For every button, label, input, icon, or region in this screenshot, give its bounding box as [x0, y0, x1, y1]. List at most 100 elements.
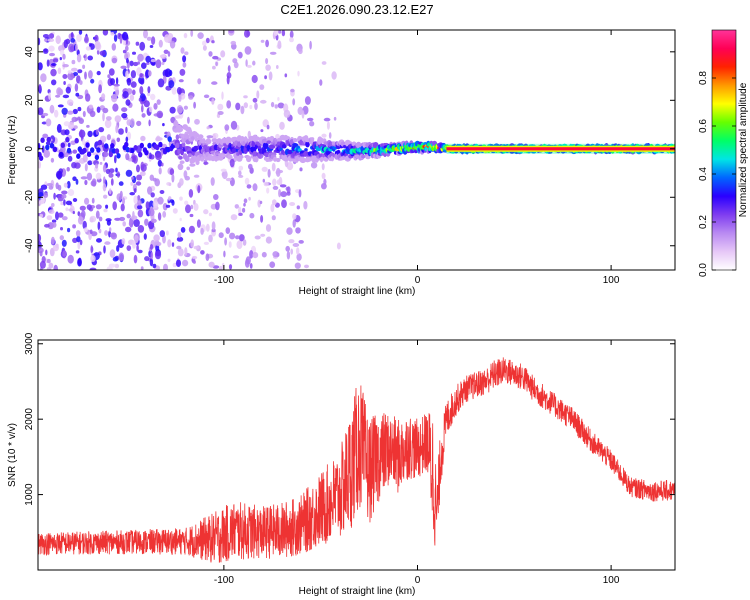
spectrogram-cell — [99, 50, 106, 56]
spectrogram-cell — [148, 119, 151, 127]
spectrogram-cell — [260, 233, 266, 237]
colorbar-tick-label: 0.2 — [698, 215, 709, 229]
spectrogram-cell — [136, 164, 140, 173]
spectrogram-cell — [187, 116, 190, 124]
spectrogram-cell — [119, 34, 123, 44]
spectrogram-cell — [188, 225, 195, 234]
spectrogram-cell — [259, 84, 265, 90]
spectrogram-cell — [87, 55, 93, 61]
spectrogram-cell — [211, 40, 215, 44]
spectrogram-cell — [303, 200, 308, 210]
spectrogram-cell — [297, 70, 300, 77]
colorbar-tick-label: 0.6 — [698, 119, 709, 133]
spectrogram-cell — [179, 68, 186, 76]
spectrogram-cell — [68, 43, 75, 53]
spectrogram-cell — [301, 110, 305, 119]
figure-title: C2E1.2026.090.23.12.E27 — [280, 2, 433, 17]
spectrogram-cell — [130, 155, 137, 163]
spectrogram-cell — [227, 65, 231, 73]
spectrogram-cell — [86, 151, 92, 157]
spectrogram-cell — [139, 73, 143, 78]
spectrogram-cell — [41, 145, 45, 153]
spectrogram-cell — [102, 112, 105, 122]
spectrogram-cell — [94, 154, 100, 161]
spectrogram-cell — [140, 135, 146, 142]
x-tick-label: 100 — [603, 575, 620, 586]
spectrogram-cell — [288, 239, 295, 244]
spectrogram-cell — [106, 219, 111, 226]
spectrogram-cell — [137, 195, 141, 202]
spectrogram-cell — [232, 58, 238, 64]
spectrogram-cell — [158, 141, 163, 148]
spectrogram-cell — [149, 106, 153, 113]
spectrogram-cell — [63, 152, 69, 158]
spectrogram-cell — [296, 205, 300, 210]
spectrogram-cell — [235, 235, 240, 240]
spectrogram-cell — [252, 150, 258, 158]
spectrogram-cell — [115, 124, 119, 134]
spectrogram-cell — [84, 179, 88, 186]
spectrogram-cell — [61, 107, 68, 115]
spectrogram-cell — [51, 219, 57, 223]
spectrogram-cell — [97, 221, 101, 231]
spectrogram-cell — [148, 200, 155, 210]
spectrogram-cell — [111, 57, 118, 64]
spectrogram-cell — [220, 168, 227, 172]
spectrogram-cell — [139, 41, 146, 51]
spectrogram-cell — [237, 51, 243, 59]
spectrogram-cell — [46, 136, 51, 143]
spectrogram-cell — [62, 94, 70, 99]
spectrogram-cell — [62, 250, 67, 257]
spectrogram-cell — [249, 212, 255, 219]
spectrogram-cell — [46, 183, 53, 187]
spectrogram-cell — [227, 154, 233, 160]
spectrogram-cell — [96, 147, 101, 153]
spectrogram-cell — [230, 120, 238, 130]
spectrogram-cell — [128, 221, 132, 227]
spectrogram-cell — [71, 59, 76, 65]
colorbar-frame — [711, 29, 737, 271]
spectrogram-cell — [84, 36, 89, 44]
spectrogram-cell — [79, 205, 86, 211]
spectrogram-cell — [39, 213, 43, 218]
spectrogram-cell — [111, 43, 117, 51]
spectrogram-cell — [72, 108, 78, 115]
spectrogram-cell — [68, 208, 74, 212]
spectrogram-cell — [64, 129, 70, 136]
x-tick-label: -100 — [214, 575, 234, 586]
spectrogram-cell — [116, 137, 121, 143]
spectrogram-cell — [298, 240, 304, 244]
spectrogram-cell — [292, 138, 298, 143]
spectrogram-cell — [208, 212, 212, 217]
spectrogram-cell — [96, 238, 102, 243]
spectrogram-cell — [178, 155, 183, 160]
spectrogram-cell — [72, 224, 76, 229]
spectrogram-cell — [208, 261, 215, 268]
spectrogram-cell — [159, 54, 166, 58]
spectrogram-cell — [66, 167, 70, 172]
spectrogram-cell — [156, 110, 164, 119]
spectrogram-cell — [137, 209, 144, 218]
spectrogram-cell — [197, 78, 202, 85]
spectrogram-cell — [215, 61, 218, 66]
spectrogram-cell — [286, 250, 291, 260]
spectrogram-cell — [139, 171, 146, 177]
spectrogram-cell — [168, 182, 172, 187]
spectrogram-cell — [260, 99, 267, 104]
spectrogram-cell — [65, 200, 72, 206]
spectrogram-cell — [275, 167, 281, 177]
spectrogram-cell — [296, 253, 302, 261]
spectrogram-cell — [272, 185, 279, 190]
spectrogram-cell — [108, 188, 112, 195]
spectrogram-cell — [100, 61, 105, 68]
spectrogram-cell — [301, 156, 305, 164]
spectrogram-cell — [292, 213, 297, 220]
spectrogram-cell — [286, 191, 291, 196]
spectrogram-cell — [105, 116, 112, 121]
spectrogram-cell — [272, 178, 277, 186]
spectrogram-cell — [278, 189, 282, 198]
spectrogram-cell — [178, 79, 184, 83]
spectrogram-cell — [197, 134, 204, 140]
spectrogram-cell — [146, 62, 150, 65]
